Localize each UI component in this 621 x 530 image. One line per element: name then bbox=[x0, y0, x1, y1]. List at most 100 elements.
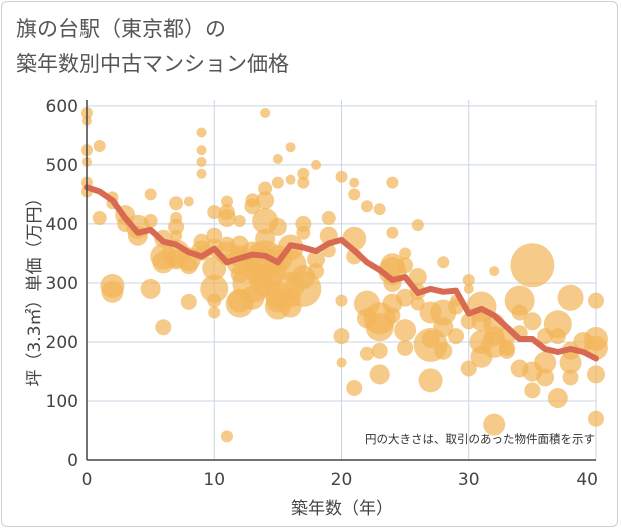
data-bubble bbox=[386, 176, 399, 189]
data-bubble bbox=[144, 188, 157, 201]
y-tick-label: 300 bbox=[46, 274, 78, 294]
data-bubble bbox=[335, 170, 348, 183]
data-bubble bbox=[557, 284, 584, 311]
x-tick-label: 10 bbox=[203, 470, 225, 490]
data-bubble bbox=[296, 225, 311, 240]
data-bubble bbox=[384, 307, 401, 324]
data-bubble bbox=[463, 283, 474, 294]
data-bubble bbox=[498, 342, 515, 359]
data-bubble bbox=[183, 196, 194, 207]
data-bubble bbox=[504, 285, 535, 316]
data-bubble bbox=[510, 243, 555, 288]
data-bubble bbox=[511, 304, 528, 321]
data-bubble bbox=[399, 247, 412, 260]
data-bubble bbox=[437, 256, 450, 269]
data-bubble bbox=[489, 266, 500, 277]
data-bubble bbox=[155, 319, 172, 336]
data-bubble bbox=[196, 156, 207, 167]
y-tick-label: 600 bbox=[46, 97, 78, 117]
data-bubble bbox=[196, 168, 207, 179]
data-bubble bbox=[260, 107, 271, 118]
data-bubble bbox=[448, 328, 465, 345]
data-bubble bbox=[587, 365, 605, 384]
data-bubble bbox=[397, 339, 414, 356]
chart-title: 旗の台駅（東京都）の 築年数別中古マンション価格 bbox=[16, 12, 289, 82]
data-bubble bbox=[408, 268, 427, 287]
data-bubble bbox=[92, 211, 107, 226]
data-bubble bbox=[360, 200, 373, 213]
trend-line bbox=[84, 184, 599, 362]
data-bubble bbox=[336, 357, 347, 368]
data-bubble bbox=[386, 226, 399, 239]
data-bubble bbox=[588, 410, 604, 427]
data-bubble bbox=[359, 346, 374, 361]
data-bubble bbox=[311, 159, 322, 170]
data-bubble bbox=[220, 430, 233, 443]
data-bubble bbox=[285, 174, 296, 185]
data-bubble bbox=[271, 176, 284, 189]
data-bubble bbox=[207, 293, 222, 308]
data-bubble bbox=[373, 203, 386, 216]
x-axis-title: 築年数（年） bbox=[291, 499, 393, 519]
data-bubble bbox=[534, 351, 557, 374]
axes: 0 100 200 300 400 500 600 0 10 20 30 40 bbox=[46, 97, 598, 490]
data-bubble bbox=[523, 312, 542, 331]
data-bubble bbox=[285, 142, 296, 153]
data-bubble bbox=[297, 176, 310, 189]
data-bubble bbox=[536, 368, 555, 387]
data-bubble bbox=[258, 181, 273, 196]
data-bubble bbox=[93, 140, 106, 153]
data-bubble bbox=[346, 380, 363, 396]
data-bubble bbox=[369, 364, 390, 385]
x-tick-label: 20 bbox=[331, 470, 353, 490]
data-bubble bbox=[411, 219, 424, 232]
bubble-size-note: 円の大きさは、取引のあった物件面積を示す bbox=[365, 432, 595, 446]
data-bubble bbox=[321, 211, 336, 226]
data-bubble bbox=[233, 214, 246, 227]
chart-title-line2: 築年数別中古マンション価格 bbox=[16, 52, 289, 76]
chart-title-line1: 旗の台駅（東京都）の bbox=[16, 17, 226, 41]
data-bubble bbox=[524, 382, 541, 399]
data-bubble bbox=[179, 256, 198, 275]
data-bubble bbox=[483, 413, 506, 436]
data-bubble bbox=[297, 167, 310, 180]
data-bubble bbox=[308, 263, 325, 280]
data-bubble bbox=[396, 288, 415, 307]
data-bubble bbox=[208, 306, 221, 319]
data-bubble bbox=[433, 317, 454, 338]
data-bubble bbox=[549, 328, 566, 345]
data-bubble bbox=[217, 209, 236, 228]
data-bubble bbox=[547, 388, 568, 409]
data-bubble bbox=[349, 177, 360, 188]
y-tick-label: 500 bbox=[46, 156, 78, 176]
data-bubble bbox=[394, 319, 417, 342]
data-bubble bbox=[168, 218, 185, 235]
data-bubble bbox=[562, 369, 579, 386]
data-bubble bbox=[256, 191, 275, 210]
data-bubble bbox=[207, 205, 222, 220]
data-bubble bbox=[462, 274, 475, 286]
x-tick-label: 40 bbox=[576, 470, 598, 490]
y-tick-label: 100 bbox=[46, 392, 78, 412]
data-bubble bbox=[140, 278, 161, 299]
bubble-layer bbox=[81, 106, 608, 443]
data-bubble bbox=[348, 188, 361, 201]
data-bubble bbox=[335, 294, 348, 307]
data-bubble bbox=[196, 127, 207, 138]
data-bubble bbox=[559, 351, 582, 374]
data-bubble bbox=[200, 274, 229, 303]
y-axis-title: 坪（3.3㎡）単価（万円） bbox=[25, 189, 45, 386]
x-tick-label: 0 bbox=[82, 470, 93, 490]
data-bubble bbox=[588, 292, 604, 309]
data-bubble bbox=[196, 145, 207, 156]
data-bubble bbox=[169, 196, 184, 211]
y-tick-label: 400 bbox=[46, 215, 78, 235]
data-bubble bbox=[170, 229, 183, 242]
data-bubble bbox=[307, 250, 326, 269]
y-tick-label: 0 bbox=[67, 451, 78, 471]
data-bubble bbox=[285, 270, 322, 307]
data-bubble bbox=[371, 342, 388, 359]
data-bubble bbox=[460, 360, 477, 377]
x-tick-label: 30 bbox=[458, 470, 480, 490]
